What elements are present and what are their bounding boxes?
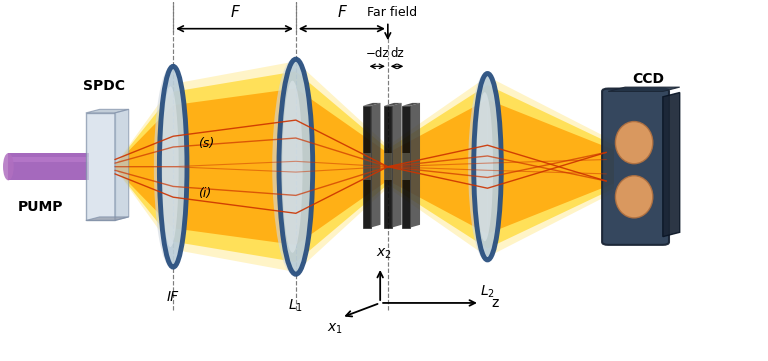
- Polygon shape: [115, 105, 173, 228]
- Polygon shape: [115, 92, 173, 242]
- Text: CCD: CCD: [633, 72, 664, 86]
- Text: $L_2$: $L_2$: [480, 283, 495, 300]
- Ellipse shape: [160, 66, 187, 267]
- Text: −dz: −dz: [366, 47, 389, 60]
- Polygon shape: [296, 88, 388, 245]
- Ellipse shape: [162, 86, 179, 247]
- Polygon shape: [173, 88, 296, 245]
- Polygon shape: [488, 77, 614, 257]
- Polygon shape: [388, 100, 488, 234]
- Polygon shape: [384, 153, 392, 180]
- Polygon shape: [362, 153, 370, 180]
- Polygon shape: [362, 103, 380, 106]
- Polygon shape: [115, 84, 173, 249]
- Ellipse shape: [476, 92, 493, 241]
- Text: Far field: Far field: [366, 6, 417, 19]
- Polygon shape: [392, 103, 402, 228]
- Text: $x_1$: $x_1$: [327, 322, 343, 336]
- Polygon shape: [402, 103, 420, 106]
- Ellipse shape: [615, 176, 653, 218]
- Text: dz: dz: [390, 47, 404, 60]
- Polygon shape: [362, 106, 370, 228]
- Text: $L_1$: $L_1$: [288, 297, 303, 314]
- Text: PUMP: PUMP: [18, 200, 63, 214]
- Ellipse shape: [615, 122, 653, 164]
- Polygon shape: [86, 113, 115, 221]
- Polygon shape: [8, 153, 89, 180]
- Polygon shape: [663, 92, 680, 236]
- Polygon shape: [488, 85, 614, 248]
- Ellipse shape: [283, 81, 303, 253]
- Ellipse shape: [279, 59, 313, 274]
- Polygon shape: [384, 106, 392, 228]
- Polygon shape: [384, 103, 402, 106]
- Text: z: z: [492, 296, 498, 310]
- Text: F: F: [230, 5, 239, 20]
- Ellipse shape: [154, 66, 188, 267]
- Polygon shape: [8, 157, 89, 162]
- Polygon shape: [296, 71, 388, 262]
- Text: (i): (i): [197, 187, 211, 200]
- Polygon shape: [388, 85, 488, 248]
- Ellipse shape: [3, 153, 14, 180]
- Polygon shape: [86, 217, 129, 221]
- Ellipse shape: [474, 74, 502, 260]
- Ellipse shape: [272, 59, 314, 274]
- Text: $x_2$: $x_2$: [376, 246, 392, 261]
- Text: IF: IF: [167, 290, 179, 304]
- Text: F: F: [337, 5, 346, 20]
- Polygon shape: [608, 87, 680, 91]
- Polygon shape: [86, 109, 129, 113]
- Polygon shape: [488, 100, 614, 234]
- Polygon shape: [173, 61, 296, 272]
- Polygon shape: [402, 106, 410, 228]
- Polygon shape: [115, 109, 129, 221]
- Polygon shape: [388, 77, 488, 257]
- Polygon shape: [410, 103, 420, 228]
- Polygon shape: [173, 71, 296, 262]
- Ellipse shape: [468, 74, 503, 260]
- Polygon shape: [370, 103, 380, 228]
- Polygon shape: [296, 61, 388, 272]
- Polygon shape: [402, 153, 410, 180]
- FancyBboxPatch shape: [602, 88, 669, 245]
- Text: (s): (s): [197, 137, 214, 150]
- Text: SPDC: SPDC: [83, 79, 125, 93]
